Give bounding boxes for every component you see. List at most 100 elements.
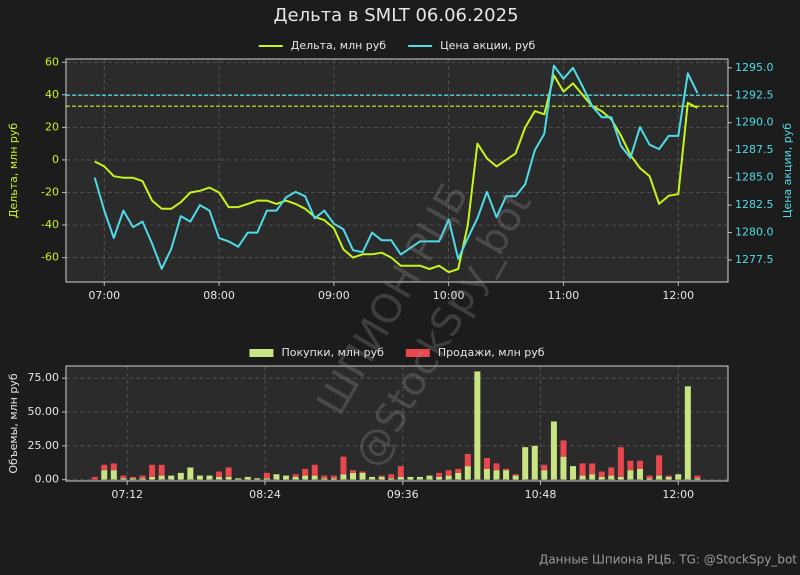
bar-segment <box>550 421 557 480</box>
x-tick-label: 10:00 <box>433 289 465 302</box>
series-line <box>94 74 698 274</box>
figure-title: Дельта в SMLT 06.06.2025 <box>273 5 518 26</box>
bar-segment <box>225 476 232 480</box>
bar-segment <box>464 453 471 467</box>
bar-segment <box>694 475 701 479</box>
y2-tick-label: 1292.5 <box>735 88 774 101</box>
bar-segment <box>273 474 280 480</box>
x-tick-label: 07:00 <box>88 289 120 302</box>
bar-segment <box>436 472 443 477</box>
bar-segment <box>120 475 127 479</box>
bar-segment <box>101 470 108 480</box>
bar-segment <box>349 470 356 473</box>
bar-segment <box>321 475 328 479</box>
legend: Дельта, млн руб Цена акции, руб <box>258 39 535 52</box>
bar-segment <box>627 470 634 480</box>
bar-segment <box>608 475 615 480</box>
bar-segment <box>617 447 624 477</box>
bar-segment <box>656 455 663 476</box>
bar-segment <box>110 470 117 480</box>
bar-segment <box>397 476 404 480</box>
y-tick-label: 0 <box>52 153 59 166</box>
bar-segment <box>110 463 117 471</box>
bar-segment <box>464 466 471 480</box>
bar-segment <box>608 467 615 476</box>
bar-segment <box>589 474 596 480</box>
bar-segment <box>627 460 634 471</box>
bar-segment <box>359 472 366 480</box>
bar-segment <box>531 445 538 480</box>
x-tick-label: 12:00 <box>662 289 694 302</box>
y2-tick-label: 1280.0 <box>735 226 774 239</box>
bar-segment <box>302 468 309 476</box>
bar-segment <box>541 464 548 471</box>
bar-segment <box>378 476 385 480</box>
legend-swatch <box>249 349 274 357</box>
y-tick-label: -60 <box>41 251 59 264</box>
bar-segment <box>636 460 643 469</box>
bar-segment <box>101 464 108 471</box>
bar-segment <box>349 472 356 480</box>
bar-segment <box>636 468 643 480</box>
bar-segment <box>455 472 462 480</box>
x-tick-label: 10:48 <box>525 488 557 501</box>
plot-frame <box>65 58 729 283</box>
y-tick-label: 25.00 <box>28 439 60 452</box>
bar-segment <box>579 463 586 476</box>
y-axis-label: Дельта, млн руб <box>7 123 20 219</box>
x-tick-label: 07:12 <box>111 488 143 501</box>
bar-segment <box>359 471 366 473</box>
bar-segment <box>483 468 490 480</box>
y-tick-label: 50.00 <box>28 405 60 418</box>
legend-label: Дельта, млн руб <box>291 39 387 52</box>
legend: Покупки, млн руб Продажи, млн руб <box>249 346 545 359</box>
bar-segment <box>445 475 452 480</box>
bar-segment <box>158 464 165 476</box>
bar-segment <box>407 476 414 480</box>
bar-segment <box>656 475 663 480</box>
y2-tick-label: 1285.0 <box>735 171 774 184</box>
y2-tick-label: 1295.0 <box>735 61 774 74</box>
y-tick-label: 20 <box>45 120 59 133</box>
bar-segment <box>426 475 433 480</box>
bar-segment <box>196 475 203 480</box>
bar-segment <box>330 475 337 479</box>
bar-segment <box>378 475 385 477</box>
bar-segment <box>579 475 586 480</box>
x-tick-label: 09:36 <box>387 488 419 501</box>
bar-segment <box>311 475 318 480</box>
bar-segment <box>503 470 510 480</box>
y-axis-label: Объемы, млн руб <box>7 373 20 473</box>
bar-segment <box>560 456 567 480</box>
bar-segment <box>522 447 529 480</box>
x-tick-label: 11:00 <box>548 289 580 302</box>
y-tick-label: 40 <box>45 88 59 101</box>
y2-tick-label: 1287.5 <box>735 143 774 156</box>
x-tick-label: 08:00 <box>203 289 235 302</box>
bar-segment <box>665 475 672 477</box>
bar-segment <box>177 472 184 480</box>
bar-segment <box>598 476 605 480</box>
bar-segment <box>129 478 136 480</box>
y2-tick-label: 1282.5 <box>735 198 774 211</box>
bar-segment <box>321 478 328 480</box>
x-tick-label: 09:00 <box>318 289 350 302</box>
bar-segment <box>139 478 146 480</box>
y-tick-label: -40 <box>41 218 59 231</box>
bar-segment <box>503 468 510 471</box>
x-tick-label: 12:00 <box>662 488 694 501</box>
bar-segment <box>560 440 567 457</box>
bar-segment <box>340 456 347 475</box>
bar-segment <box>206 475 213 480</box>
y2-axis-label: Цена акции, руб <box>781 123 794 218</box>
bar-segment <box>493 470 500 480</box>
bar-segment <box>474 371 481 480</box>
bar-segment <box>598 471 605 477</box>
bar-segment <box>149 464 156 477</box>
bar-segment <box>541 470 548 480</box>
bar-segment <box>330 478 337 480</box>
bar-segment <box>292 474 299 477</box>
bar-segment <box>187 467 194 480</box>
bar-segment <box>646 478 653 480</box>
